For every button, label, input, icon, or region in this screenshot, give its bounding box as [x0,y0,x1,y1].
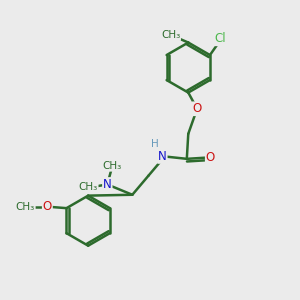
Text: O: O [193,102,202,115]
Text: O: O [43,200,52,213]
Text: O: O [206,151,215,164]
Text: CH₃: CH₃ [16,202,35,212]
Text: N: N [103,178,112,191]
Text: CH₃: CH₃ [79,182,98,192]
Text: CH₃: CH₃ [161,30,180,40]
Text: N: N [158,150,167,163]
Text: Cl: Cl [214,32,226,45]
Text: H: H [151,139,158,149]
Text: CH₃: CH₃ [102,161,121,171]
